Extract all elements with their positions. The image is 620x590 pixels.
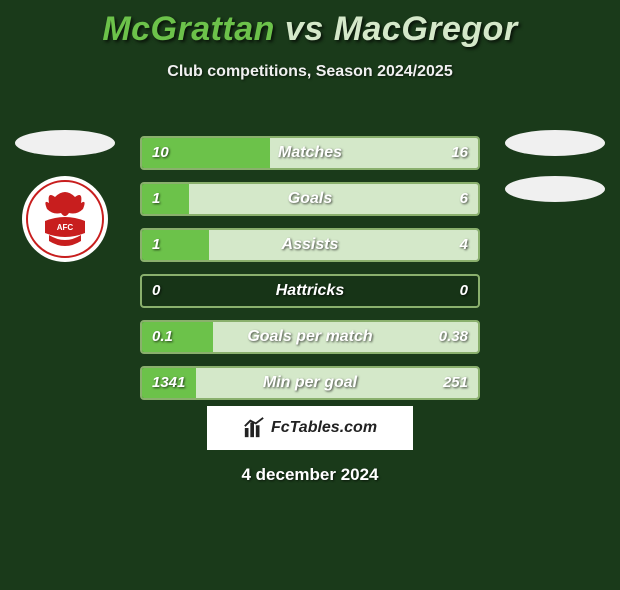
stat-bars: 1016Matches 16Goals 14Assists 00Hattricks 0.… xyxy=(140,136,480,412)
stats-area: AFC 1016Matches 16Goals 14Assists 00Hattric… xyxy=(0,130,620,400)
vs-text: vs xyxy=(285,10,324,48)
club-logo-afc: AFC xyxy=(22,176,108,262)
stat-row: 1341251Min per goal xyxy=(140,366,480,400)
player2-team-ellipse-1 xyxy=(505,130,605,156)
left-badges: AFC xyxy=(10,130,120,262)
stat-row: 0.10.38Goals per match xyxy=(140,320,480,354)
right-badges xyxy=(500,130,610,222)
stat-row: 1016Matches xyxy=(140,136,480,170)
page-title: McGrattan vs MacGregor xyxy=(0,10,620,49)
stat-row: 14Assists xyxy=(140,228,480,262)
stat-label: Goals per match xyxy=(142,322,478,352)
branding-text: FcTables.com xyxy=(271,419,377,437)
player2-team-ellipse-2 xyxy=(505,176,605,202)
stat-label: Assists xyxy=(142,230,478,260)
stat-label: Hattricks xyxy=(142,276,478,306)
date-text: 4 december 2024 xyxy=(0,465,620,485)
stat-label: Min per goal xyxy=(142,368,478,398)
branding-badge: FcTables.com xyxy=(207,406,413,450)
subtitle: Club competitions, Season 2024/2025 xyxy=(0,63,620,81)
player1-team-ellipse xyxy=(15,130,115,156)
svg-text:AFC: AFC xyxy=(57,223,74,232)
player2-name: MacGregor xyxy=(334,10,518,48)
stat-row: 00Hattricks xyxy=(140,274,480,308)
stat-label: Matches xyxy=(142,138,478,168)
chart-icon xyxy=(243,417,265,439)
stat-label: Goals xyxy=(142,184,478,214)
player1-name: McGrattan xyxy=(102,10,275,48)
stat-row: 16Goals xyxy=(140,182,480,216)
afc-crest-icon: AFC xyxy=(25,179,105,259)
